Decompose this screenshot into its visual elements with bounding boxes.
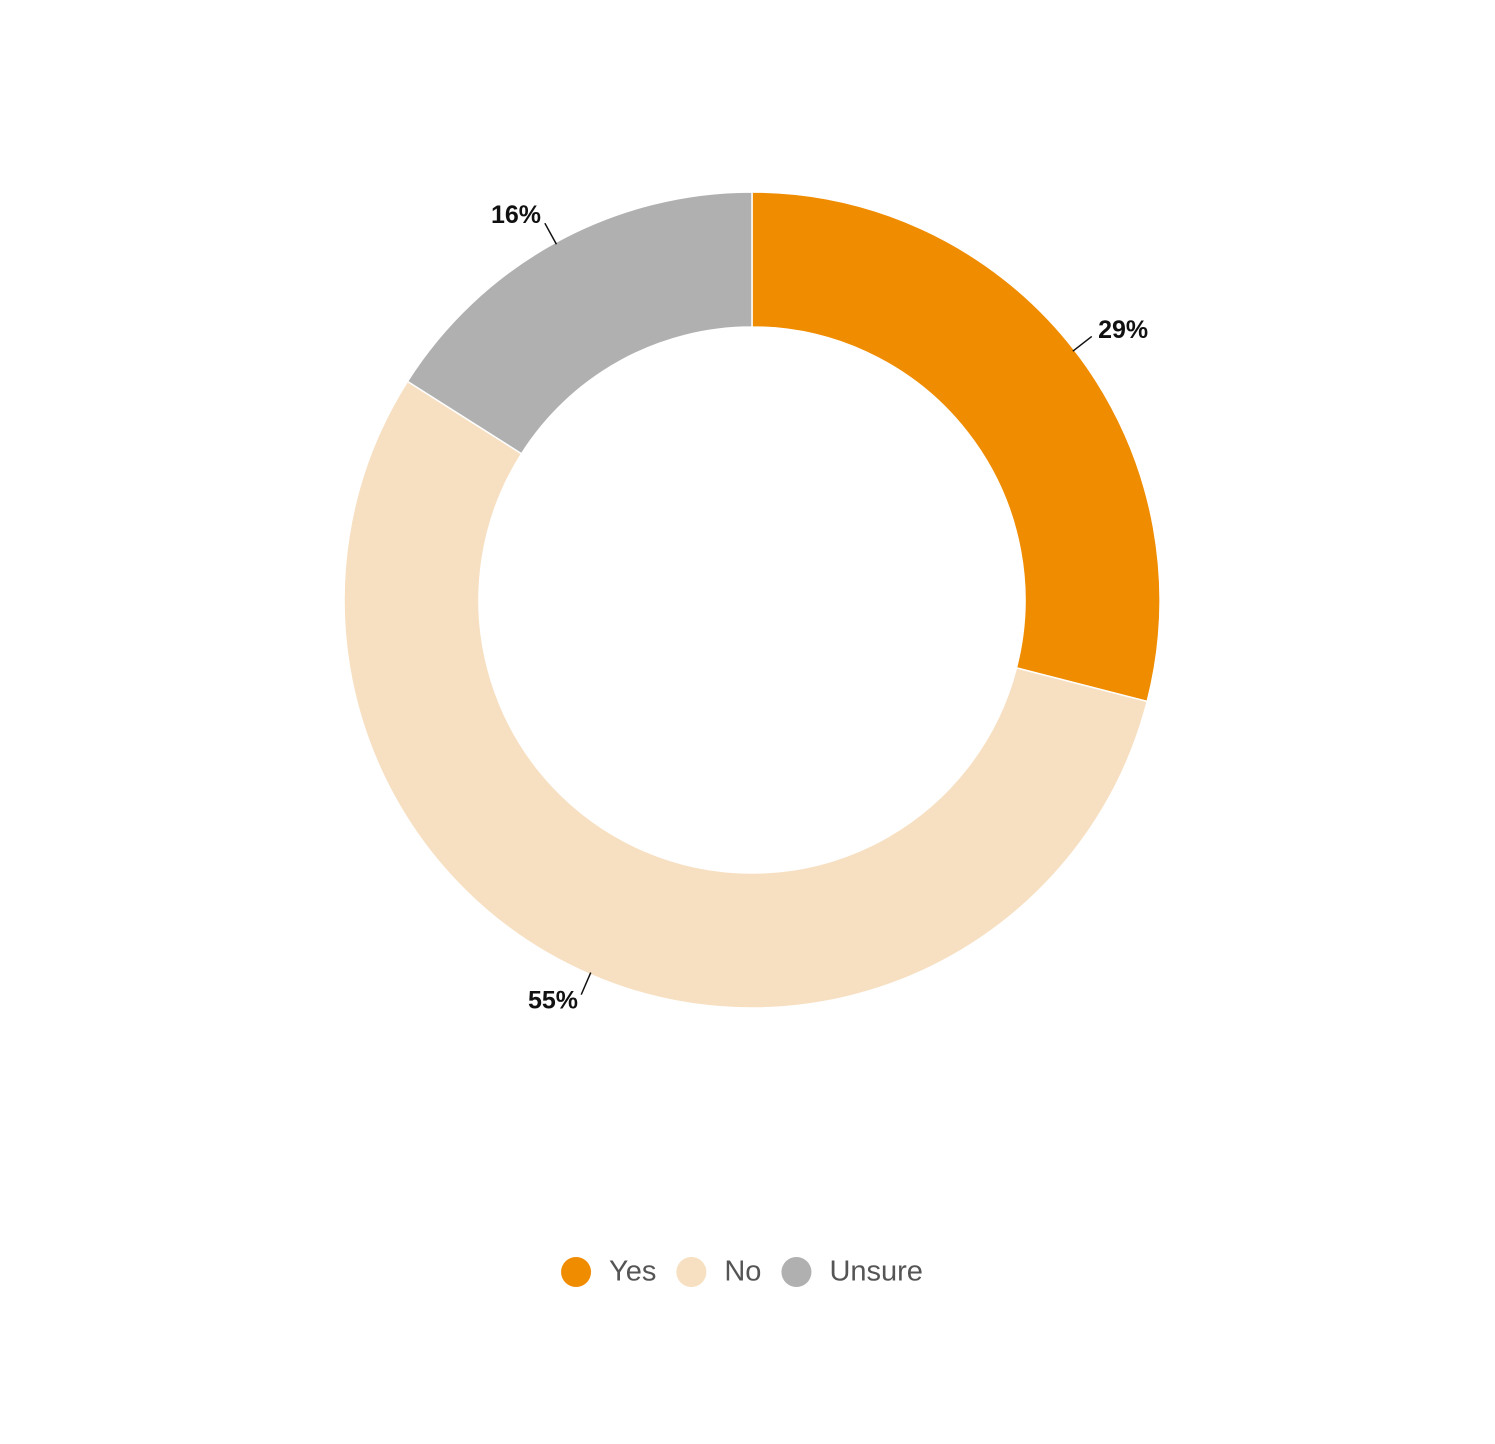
donut-segment [343, 380, 1149, 1009]
legend-label: No [724, 1256, 761, 1288]
legend-label: Unsure [829, 1256, 923, 1288]
legend-marker [561, 1257, 592, 1287]
legend-label: Yes [609, 1256, 656, 1288]
leader-line [1072, 335, 1093, 352]
donut-segment [406, 191, 753, 455]
value-label: 16% [491, 201, 541, 229]
value-label: 55% [528, 987, 578, 1015]
legend: Yes No Unsure [561, 1256, 923, 1288]
legend-marker [781, 1257, 812, 1287]
leader-line [580, 972, 592, 995]
value-label: 29% [1098, 316, 1148, 344]
legend-marker [676, 1257, 707, 1287]
donut-segment [751, 191, 1161, 703]
leader-line [544, 222, 558, 245]
